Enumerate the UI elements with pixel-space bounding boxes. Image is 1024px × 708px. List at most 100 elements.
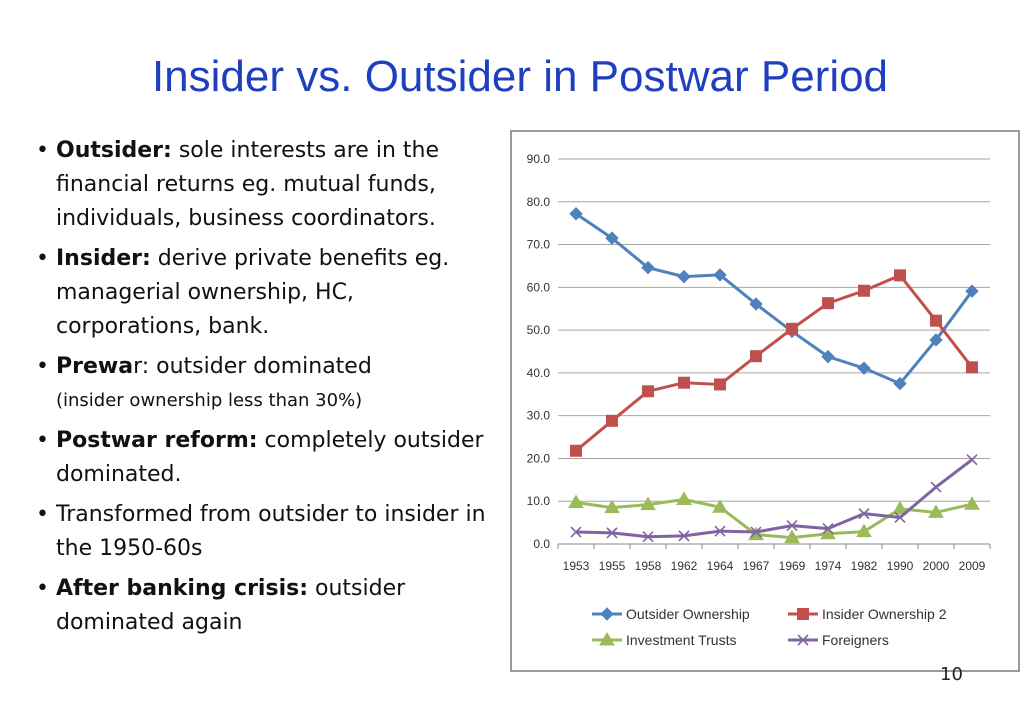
legend-label-insider-ownership-2: Insider Ownership 2	[822, 606, 947, 622]
y-tick-label: 70.0	[527, 238, 551, 252]
bullet-banking-crisis: After banking crisis: outsider dominated…	[36, 572, 496, 640]
legend-marker-investment-trusts	[599, 632, 615, 646]
x-tick-label: 1967	[743, 559, 770, 573]
data-point-outsider-ownership	[677, 269, 691, 284]
ownership-chart: 0.0 10.0 20.0 30.0 40.0 50.0 60.0 70.0 80.0 90.0 1…	[510, 130, 1020, 672]
data-point-investment-trusts	[856, 523, 872, 538]
data-point-outsider-ownership	[641, 260, 655, 275]
data-point-outsider-ownership	[857, 361, 871, 375]
data-point-insider-ownership-2	[930, 314, 942, 327]
data-point-foreigners	[750, 526, 762, 538]
data-point-insider-ownership-2	[858, 284, 870, 297]
data-point-insider-ownership-2	[822, 297, 834, 310]
x-tick-label: 1990	[887, 559, 914, 573]
data-point-foreigners	[894, 511, 906, 524]
data-point-investment-trusts	[928, 504, 944, 518]
data-point-insider-ownership-2	[606, 414, 618, 427]
legend-label-foreigners: Foreigners	[822, 632, 889, 648]
data-point-foreigners	[786, 520, 798, 532]
x-tick-label: 1953	[563, 559, 590, 573]
bullet-list: Outsider: sole interests are in the fina…	[36, 134, 496, 646]
data-point-foreigners	[858, 508, 870, 520]
data-point-insider-ownership-2	[786, 322, 798, 335]
legend-marker-foreigners	[797, 634, 809, 646]
series-line-investment-trusts	[575, 498, 973, 540]
x-tick-label: 2009	[959, 559, 986, 573]
bullet-text: completely outsider dominated.	[56, 428, 484, 487]
data-point-insider-ownership-2	[678, 376, 690, 389]
data-point-foreigners	[678, 530, 690, 542]
legend-marker-insider-ownership-2	[797, 608, 809, 620]
data-point-insider-ownership-2	[642, 385, 654, 398]
data-point-outsider-ownership	[821, 349, 835, 364]
y-tick-label: 10.0	[527, 494, 551, 508]
x-tick-label: 1969	[779, 559, 806, 573]
series-line-foreigners	[575, 458, 973, 539]
data-point-insider-ownership-2	[750, 350, 762, 363]
y-tick-label: 80.0	[527, 195, 551, 209]
x-tick-label: 2000	[923, 559, 950, 573]
legend-marker-outsider-ownership	[600, 607, 614, 621]
data-point-investment-trusts	[568, 494, 584, 509]
bullet-text: derive private benefits eg. managerial o…	[56, 246, 450, 339]
y-tick-label: 30.0	[527, 409, 551, 423]
data-point-investment-trusts	[676, 491, 692, 506]
bullet-text: Transformed from outsider to insider in …	[56, 502, 486, 561]
data-point-outsider-ownership	[929, 333, 943, 347]
bullet-text: outsider dominated again	[56, 576, 406, 635]
x-tick-label: 1955	[599, 559, 626, 573]
x-tick-label: 1958	[635, 559, 662, 573]
y-tick-label: 0.0	[533, 537, 550, 551]
bullet-note: (insider ownership less than 30%)	[56, 390, 363, 411]
bullet-term: Postwar reform:	[56, 428, 258, 453]
legend-label-outsider-ownership: Outsider Ownership	[626, 606, 750, 622]
data-point-insider-ownership-2	[966, 361, 978, 374]
bullet-term: After banking crisis:	[56, 576, 309, 601]
data-point-outsider-ownership	[893, 376, 907, 391]
data-point-outsider-ownership	[713, 268, 727, 282]
data-point-outsider-ownership	[605, 231, 619, 245]
legend-label-investment-trusts: Investment Trusts	[626, 632, 736, 648]
data-point-foreigners	[714, 525, 726, 537]
data-point-investment-trusts	[640, 496, 656, 511]
data-point-investment-trusts	[712, 499, 728, 513]
bullet-postwar: Postwar reform: completely outsider domi…	[36, 424, 496, 492]
series-line-outsider-ownership	[575, 212, 974, 386]
y-tick-label: 50.0	[527, 323, 551, 337]
data-point-foreigners	[966, 454, 978, 466]
data-point-investment-trusts	[964, 496, 980, 510]
bullet-term: Prewa	[56, 354, 134, 379]
x-tick-label: 1982	[851, 559, 878, 573]
data-point-foreigners	[822, 523, 834, 535]
bullet-term: Insider:	[56, 246, 151, 271]
slide-title: Insider vs. Outsider in Postwar Period	[151, 52, 889, 101]
data-point-insider-ownership-2	[894, 269, 906, 282]
data-point-outsider-ownership	[569, 207, 583, 221]
x-tick-label: 1974	[815, 559, 842, 573]
series-line-insider-ownership-2	[575, 273, 974, 452]
bullet-term: Outsider:	[56, 138, 172, 163]
x-tick-label: 1962	[671, 559, 698, 573]
data-point-investment-trusts	[784, 529, 800, 544]
bullet-transformed: Transformed from outsider to insider in …	[36, 498, 496, 566]
data-point-investment-trusts	[892, 500, 908, 515]
page-number: 10	[940, 664, 963, 685]
bullet-text: sole interests are in the financial retu…	[56, 138, 439, 231]
data-point-insider-ownership-2	[570, 444, 582, 457]
data-point-foreigners	[606, 527, 618, 539]
y-tick-label: 20.0	[527, 451, 551, 465]
y-tick-label: 60.0	[527, 280, 551, 294]
data-point-investment-trusts	[604, 499, 620, 514]
bullet-text: r: outsider dominated	[133, 354, 372, 379]
bullet-prewar: Prewar: outsider dominated (insider owner…	[36, 350, 496, 418]
ownership-line-chart: 0.0 10.0 20.0 30.0 40.0 50.0 60.0 70.0 80.0 90.0 1…	[527, 152, 991, 648]
bullet-insider: Insider: derive private benefits eg. man…	[36, 242, 496, 344]
x-tick-label: 1964	[707, 559, 734, 573]
y-tick-label: 40.0	[527, 366, 551, 380]
data-point-foreigners	[930, 481, 942, 493]
data-point-foreigners	[642, 531, 654, 543]
bullet-outsider: Outsider: sole interests are in the fina…	[36, 134, 496, 236]
data-point-insider-ownership-2	[714, 378, 726, 391]
data-point-foreigners	[570, 526, 582, 538]
data-point-outsider-ownership	[965, 284, 979, 298]
